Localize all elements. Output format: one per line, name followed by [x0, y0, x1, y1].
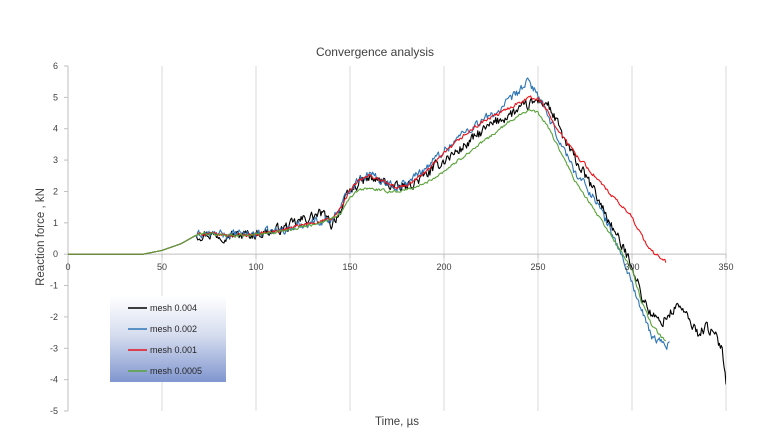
y-tick-label: 2 — [53, 186, 58, 196]
x-axis-label: Time, µs — [375, 416, 419, 428]
y-tick-labels: -5 -4 -3 -2 -1 0 1 2 3 4 5 6 — [50, 61, 58, 416]
y-tick-label: 3 — [53, 155, 58, 165]
x-tick-labels: 0 50 100 150 200 250 300 350 — [65, 262, 733, 272]
series-line — [68, 108, 666, 342]
y-tick-label: -3 — [50, 343, 58, 353]
legend-label: mesh 0.0005 — [150, 366, 202, 376]
y-tick-label: -5 — [50, 406, 58, 416]
y-tick-label: 1 — [53, 218, 58, 228]
data-series — [68, 77, 726, 385]
x-tick-label: 200 — [436, 262, 451, 272]
x-tick-label: 250 — [530, 262, 545, 272]
y-tick-label: 4 — [53, 124, 58, 134]
y-tick-label: 0 — [53, 249, 58, 259]
chart-title: Convergence analysis — [316, 45, 434, 59]
legend-label: mesh 0.002 — [150, 324, 197, 334]
y-axis-label: Reaction force , kN — [35, 188, 47, 286]
y-tick-label: -1 — [50, 281, 58, 291]
x-tick-label: 150 — [342, 262, 357, 272]
legend-background — [110, 296, 226, 382]
x-tick-label: 300 — [624, 262, 639, 272]
y-tick-label: -4 — [50, 375, 58, 385]
grid-lines — [161, 66, 727, 411]
legend-label: mesh 0.001 — [150, 345, 197, 355]
axes — [64, 65, 727, 412]
legend: mesh 0.004 mesh 0.002 mesh 0.001 mesh 0.000… — [110, 296, 226, 382]
y-tick-label: 6 — [53, 61, 58, 71]
y-tick-label: 5 — [53, 92, 58, 102]
y-tick-label: -2 — [50, 312, 58, 322]
x-tick-label: 0 — [65, 262, 70, 272]
x-tick-label: 350 — [718, 262, 733, 272]
legend-label: mesh 0.004 — [150, 303, 197, 313]
x-tick-label: 50 — [157, 262, 167, 272]
x-tick-label: 100 — [248, 262, 263, 272]
